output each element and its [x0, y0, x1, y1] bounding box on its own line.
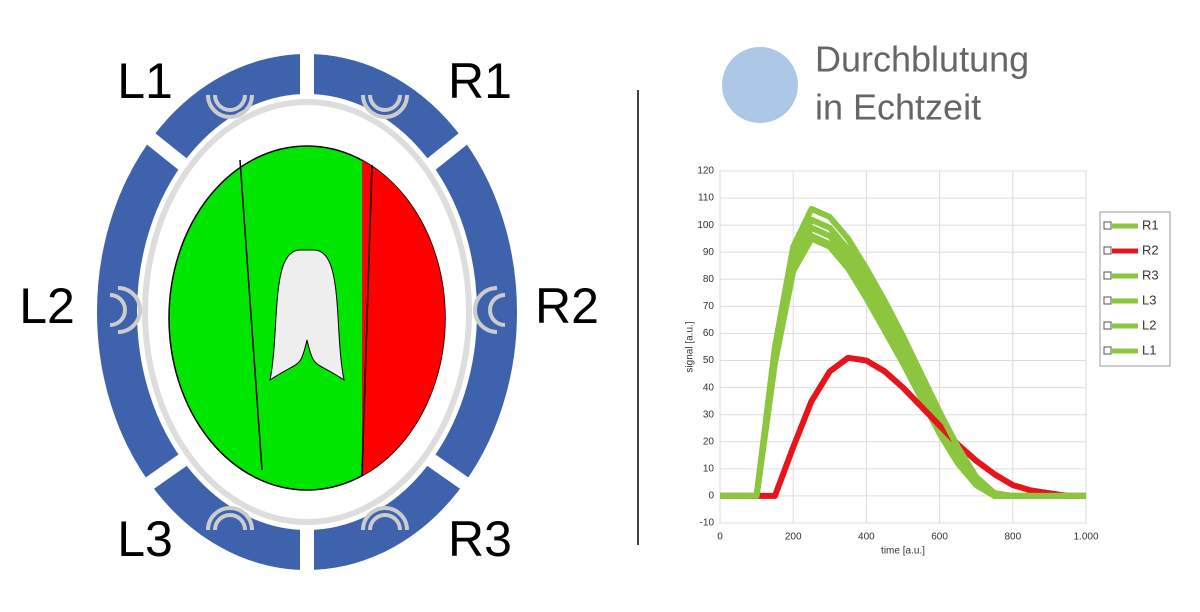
y-axis-label: signal [a.u.] — [685, 321, 696, 372]
legend-label: L2 — [1142, 317, 1156, 332]
sensor-label: L2 — [19, 278, 75, 334]
legend-label: R2 — [1142, 242, 1159, 257]
y-tick-label: -10 — [700, 518, 715, 529]
sensor-label: R2 — [535, 278, 599, 334]
y-tick-label: 60 — [703, 328, 715, 339]
x-axis-label: time [a.u.] — [881, 546, 925, 557]
y-tick-label: 10 — [703, 463, 715, 474]
logo-text: Durchblutung — [815, 39, 1029, 80]
legend-label: L1 — [1142, 342, 1156, 357]
y-tick-label: 30 — [703, 409, 715, 420]
sensor-label: R3 — [448, 511, 512, 567]
x-tick-label: 600 — [931, 532, 948, 543]
x-tick-label: 0 — [717, 532, 723, 543]
legend-checkbox — [1103, 221, 1112, 230]
y-tick-label: 80 — [703, 274, 715, 285]
legend-checkbox — [1103, 271, 1112, 280]
sensor-label: L1 — [117, 53, 173, 109]
y-tick-label: 40 — [703, 382, 715, 393]
y-tick-label: 20 — [703, 436, 715, 447]
series-line — [720, 354, 1086, 499]
y-tick-label: 90 — [703, 247, 715, 258]
legend-checkbox — [1103, 296, 1112, 305]
x-tick-label: 1.000 — [1073, 532, 1098, 543]
skull — [142, 99, 472, 525]
legend-label: R3 — [1142, 267, 1159, 282]
logo: Durchblutung in Echtzeit — [722, 39, 1029, 128]
y-tick-label: 110 — [698, 193, 714, 204]
series-line — [720, 205, 1086, 499]
logo-text: in Echtzeit — [815, 87, 981, 128]
legend-label: L3 — [1142, 292, 1156, 307]
y-tick-label: 100 — [697, 220, 714, 231]
sensor-icons — [109, 94, 506, 531]
brain-lines — [239, 159, 373, 476]
legend-checkbox — [1103, 321, 1112, 330]
x-tick-label: 200 — [785, 532, 802, 543]
legend-checkbox — [1103, 346, 1112, 355]
y-tick-label: 70 — [703, 301, 715, 312]
logo-icon — [722, 47, 798, 123]
x-tick-label: 400 — [858, 532, 875, 543]
y-tick-label: 50 — [703, 355, 715, 366]
legend-checkbox — [1103, 246, 1112, 255]
legend-box — [1099, 211, 1171, 367]
legend-label: R1 — [1142, 217, 1159, 232]
x-tick-label: 800 — [1004, 532, 1021, 543]
ventricles — [269, 249, 345, 382]
y-tick-label: 120 — [697, 166, 714, 177]
brain-affected — [362, 150, 445, 490]
head-diagram: L1 R1 L2 R2 L3 R3 — [19, 50, 599, 575]
sensor-label: L3 — [117, 511, 173, 567]
y-tick-label: 0 — [708, 491, 714, 502]
sensor-label: R1 — [448, 53, 512, 109]
